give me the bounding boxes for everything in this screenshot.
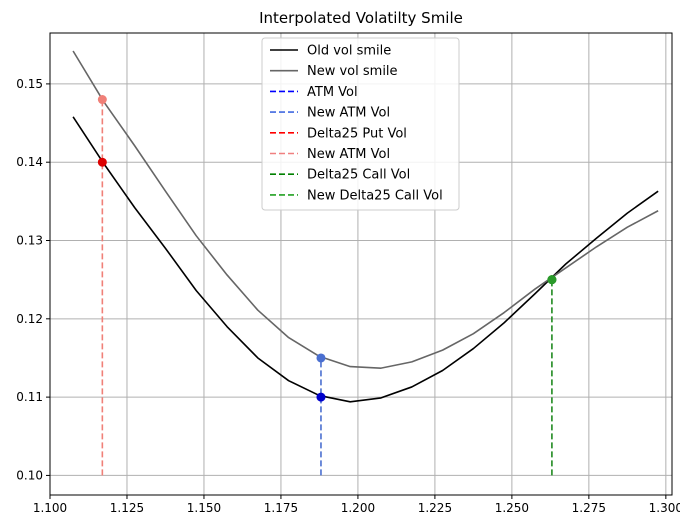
legend-label: New Delta25 Call Vol <box>307 188 443 203</box>
legend-box <box>261 37 460 211</box>
marker-point <box>547 275 557 285</box>
marker-point <box>316 392 326 402</box>
y-tick-label: 0.12 <box>16 312 43 326</box>
x-tick-label: 1.250 <box>495 501 529 515</box>
x-tick-label: 1.200 <box>341 501 375 515</box>
y-tick-label: 0.11 <box>16 390 43 404</box>
legend-label: Delta25 Put Vol <box>307 126 407 141</box>
legend-label: Delta25 Call Vol <box>307 168 410 183</box>
x-tick-label: 1.225 <box>418 501 452 515</box>
legend-label: ATM Vol <box>307 85 358 100</box>
marker-point <box>97 157 107 167</box>
x-tick-label: 1.175 <box>264 501 298 515</box>
new-vol-smile-line <box>72 50 659 369</box>
legend-label: New ATM Vol <box>307 106 390 121</box>
plot-frame <box>49 32 673 496</box>
x-tick-label: 1.275 <box>572 501 606 515</box>
old-vol-smile-line <box>72 116 659 403</box>
legend-label: New ATM Vol <box>307 147 390 162</box>
marker-point <box>97 95 107 105</box>
legend-label: New vol smile <box>307 64 398 79</box>
y-tick-label: 0.10 <box>16 468 43 482</box>
x-tick-label: 1.300 <box>649 501 680 515</box>
y-tick-label: 0.14 <box>16 155 43 169</box>
drop-lines <box>101 99 553 476</box>
marker-point <box>316 353 326 363</box>
legend: Old vol smile New vol smile ATM Vol New ATM… <box>261 37 460 211</box>
series-lines <box>72 50 659 403</box>
legend-label: Old vol smile <box>307 44 391 59</box>
data-markers <box>97 95 557 402</box>
chart-title: Interpolated Volatilty Smile <box>259 9 463 27</box>
axis-ticks: 1.100 1.125 1.150 1.175 1.200 1.225 1.250 1.275… <box>16 77 680 515</box>
x-tick-label: 1.150 <box>187 501 221 515</box>
y-tick-label: 0.13 <box>16 234 43 248</box>
x-tick-label: 1.100 <box>33 501 67 515</box>
y-tick-label: 0.15 <box>16 77 43 91</box>
x-tick-label: 1.125 <box>110 501 144 515</box>
